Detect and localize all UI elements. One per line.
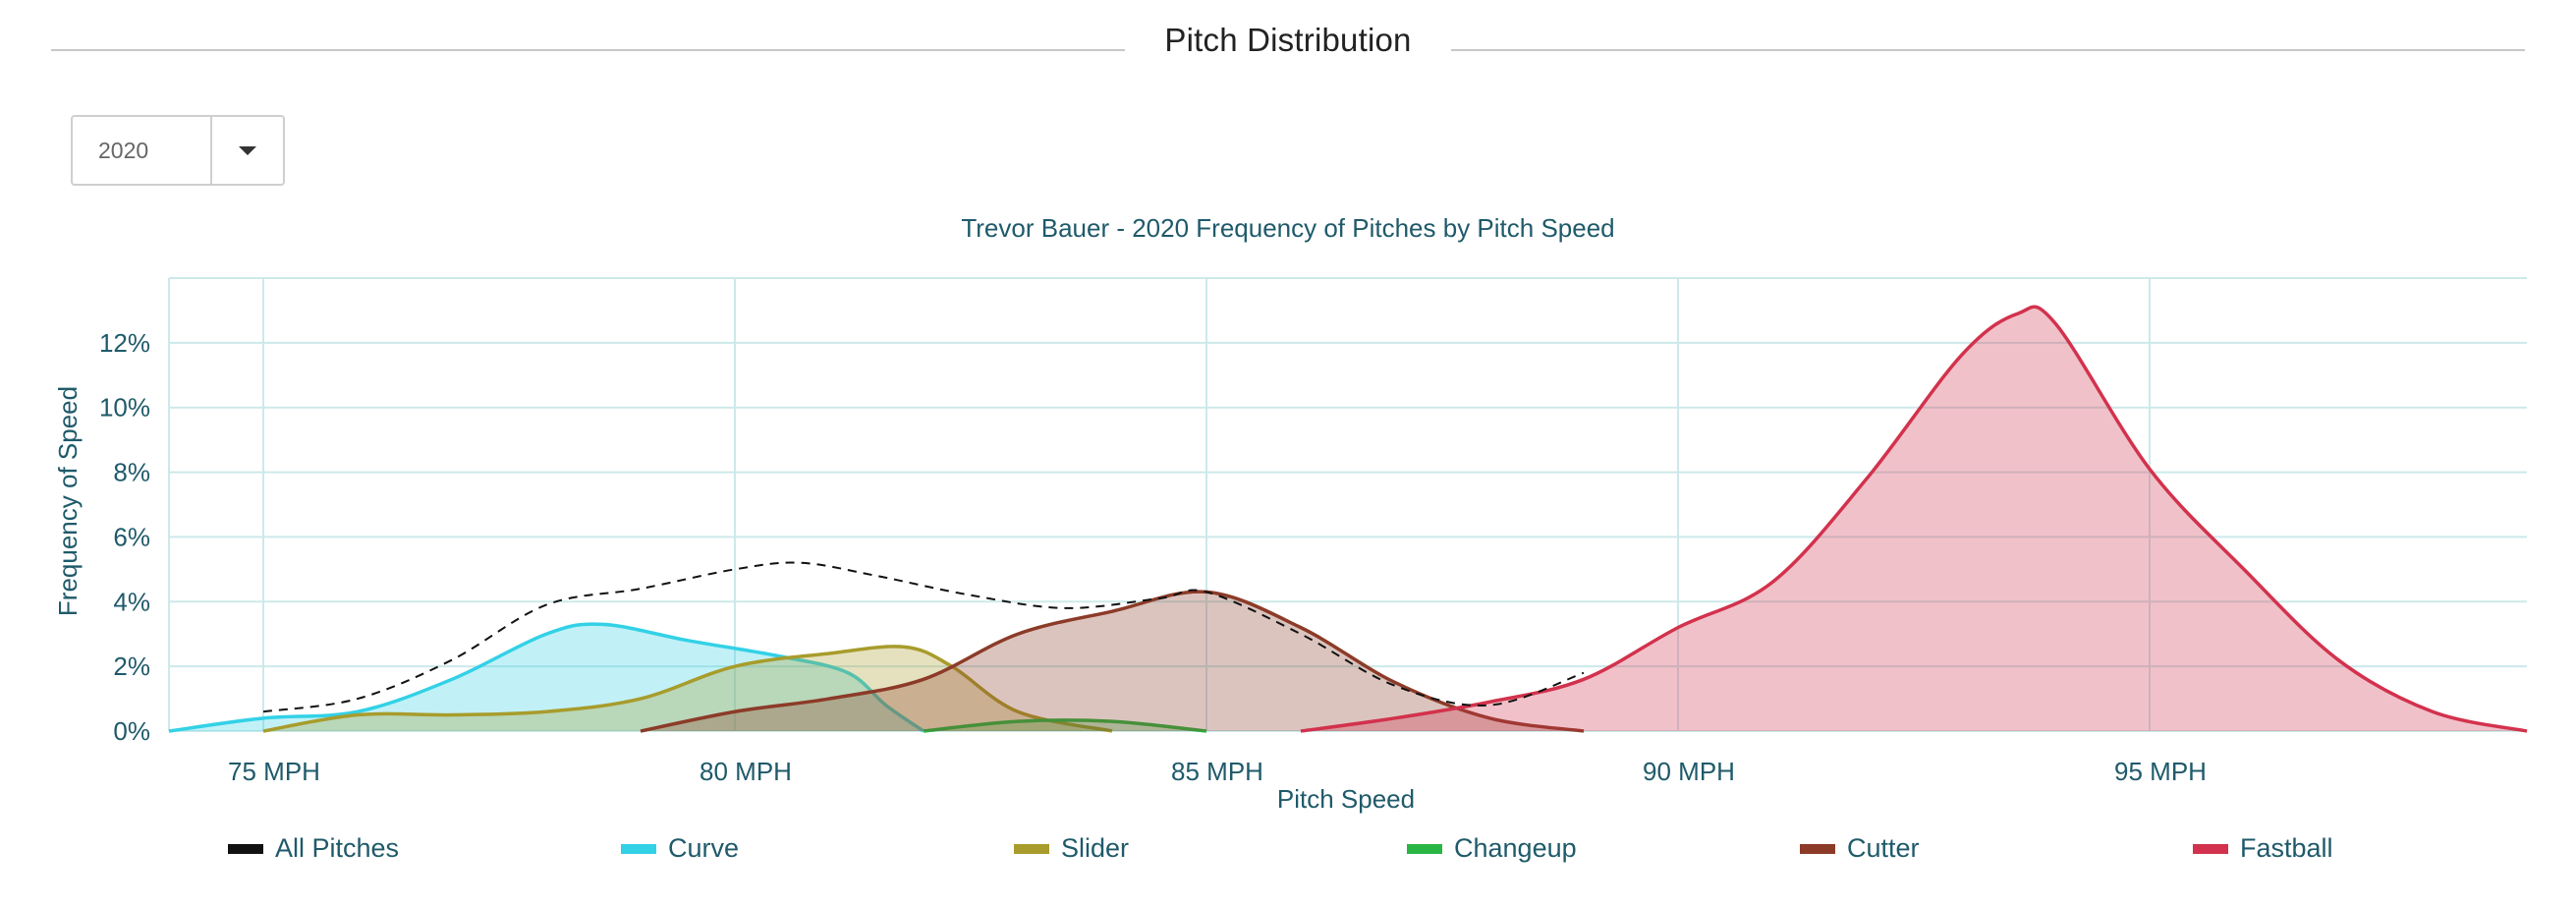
x-axis-label: Pitch Speed <box>1277 784 1415 814</box>
x-tick-label: 80 MPH <box>700 757 792 786</box>
legend-label: All Pitches <box>275 833 400 863</box>
legend-label: Curve <box>668 833 740 863</box>
y-tick-label: 6% <box>113 522 150 551</box>
legend-item-fastball[interactable]: Fastball <box>2193 833 2333 864</box>
legend-swatch <box>1407 843 1442 854</box>
chart-ticks: 0% 2% 4% 6% 8% 10% 12% 75 MPH 80 MPH 85 MPH 90 MPH… <box>99 328 2207 786</box>
x-tick-label: 90 MPH <box>1643 757 1735 786</box>
year-select[interactable]: 2020 <box>71 115 285 186</box>
series-line-curve <box>168 622 924 733</box>
series-area-fastball <box>1301 307 2527 731</box>
legend-swatch <box>2193 843 2228 854</box>
legend-swatch <box>621 843 656 854</box>
y-tick-label: 2% <box>113 651 150 681</box>
legend-label: Slider <box>1061 833 1130 863</box>
legend-item-cutter[interactable]: Cutter <box>1800 833 1920 864</box>
legend-label: Fastball <box>2240 833 2333 863</box>
legend-label: Changeup <box>1454 833 1577 863</box>
y-tick-label: 4% <box>113 587 150 616</box>
y-tick-label: 10% <box>99 393 150 423</box>
y-tick-label: 12% <box>99 328 150 358</box>
legend-item-slider[interactable]: Slider <box>1014 833 1129 864</box>
x-tick-label: 75 MPH <box>228 757 320 786</box>
section-title-text: Pitch Distribution <box>1125 22 1451 58</box>
series-area-changeup <box>924 719 1206 731</box>
series-line-all-pitches <box>262 561 1585 713</box>
chart-series <box>168 305 2528 733</box>
title-rule-right <box>1442 49 2525 51</box>
year-select-toggle[interactable] <box>210 117 283 184</box>
series-line-fastball <box>1300 305 2528 733</box>
series-area-curve <box>169 624 924 731</box>
legend-item-all-pitches[interactable]: All Pitches <box>228 833 399 864</box>
series-area-slider <box>263 646 1112 731</box>
legend-swatch <box>1014 843 1049 854</box>
chevron-down-icon <box>239 145 256 155</box>
legend-label: Cutter <box>1847 833 1920 863</box>
y-axis-label: Frequency of Speed <box>53 386 83 616</box>
legend-swatch <box>228 843 263 854</box>
chart-title: Trevor Bauer - 2020 Frequency of Pitches… <box>961 213 1614 243</box>
title-rule-left <box>51 49 1134 51</box>
series-line-changeup <box>923 718 1207 733</box>
legend-item-changeup[interactable]: Changeup <box>1407 833 1577 864</box>
x-tick-label: 85 MPH <box>1171 757 1263 786</box>
series-area-cutter <box>641 592 1584 731</box>
chart-grid <box>168 277 2527 732</box>
y-tick-label: 0% <box>113 716 150 746</box>
legend-item-curve[interactable]: Curve <box>621 833 739 864</box>
section-title: Pitch Distribution <box>0 22 2576 59</box>
series-line-slider <box>262 645 1113 733</box>
x-tick-label: 95 MPH <box>2114 757 2207 786</box>
legend-swatch <box>1800 843 1835 854</box>
chart-legend: All Pitches Curve Slider Changeup Cutter Fast… <box>0 833 2576 873</box>
y-tick-label: 8% <box>113 458 150 487</box>
year-select-value: 2020 <box>98 137 149 163</box>
